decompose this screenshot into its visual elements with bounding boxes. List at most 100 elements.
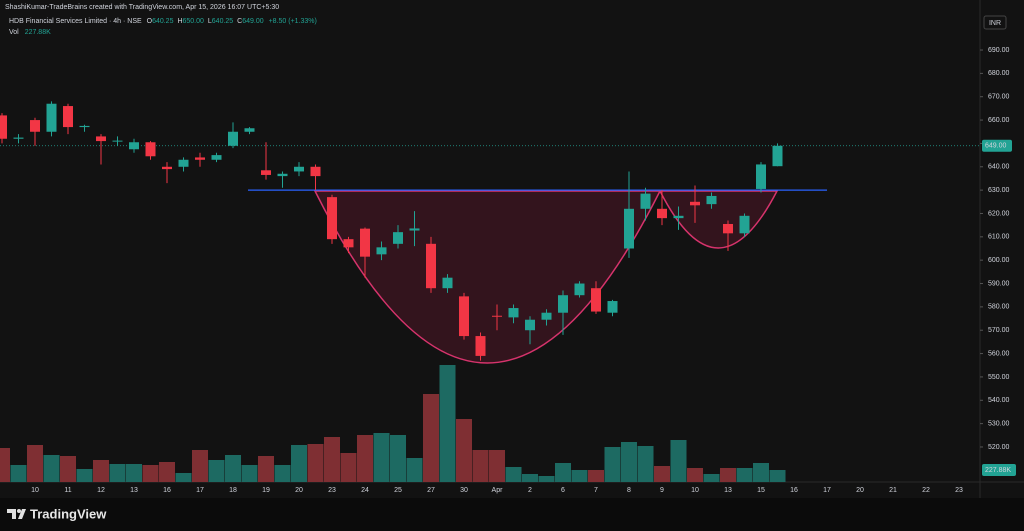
x-tick-label: 24 xyxy=(361,487,369,494)
volume-bar xyxy=(93,460,109,482)
price-tag-bg xyxy=(982,139,1012,152)
candle-body xyxy=(706,195,717,205)
candle-body xyxy=(574,283,585,296)
volume-bar xyxy=(472,450,489,482)
candle-body xyxy=(475,336,486,356)
y-tick-label: 520.00 xyxy=(988,444,1010,451)
y-tick-label: 530.00 xyxy=(988,420,1010,427)
x-tick-label: 16 xyxy=(163,487,171,494)
candle-body xyxy=(195,157,205,160)
ohlc-key: O xyxy=(147,18,153,25)
volume-bar xyxy=(456,419,472,482)
y-tick-label: 560.00 xyxy=(988,350,1010,357)
candle-body xyxy=(690,201,700,206)
volume-bar xyxy=(621,442,637,482)
y-tick-label: 550.00 xyxy=(988,374,1010,381)
candle-body xyxy=(46,103,57,132)
candle-body xyxy=(343,239,354,248)
volume-bar xyxy=(439,365,456,482)
volume-bar xyxy=(489,450,505,482)
candle-body xyxy=(96,136,106,142)
volume-bar xyxy=(505,467,522,482)
volume-bar xyxy=(571,470,588,482)
x-tick-label: 8 xyxy=(627,487,631,494)
candle-body xyxy=(0,115,7,139)
candle-body xyxy=(162,166,172,170)
x-tick-label: 9 xyxy=(660,487,664,494)
candle-body xyxy=(558,295,568,313)
symbol: HDB Financial Services Limited · 4h · NS… xyxy=(9,18,142,25)
x-tick-label: 11 xyxy=(64,487,71,494)
ohlc-value: 640.25 xyxy=(212,18,234,25)
logo-dot xyxy=(17,509,21,513)
x-tick-label: 16 xyxy=(790,487,798,494)
volume-bar xyxy=(654,466,670,482)
y-tick-label: 680.00 xyxy=(988,70,1010,77)
volume-bar xyxy=(357,435,373,482)
candle-body xyxy=(492,315,502,317)
volume-bar xyxy=(208,460,225,482)
x-tick-label: 10 xyxy=(31,487,39,494)
vol-key: Vol xyxy=(9,29,19,36)
volume-layer xyxy=(0,365,786,482)
candle-body xyxy=(145,142,156,157)
x-tick-label: 21 xyxy=(889,487,897,494)
candle-body xyxy=(13,137,24,139)
y-tick-label: 660.00 xyxy=(988,117,1010,124)
y-tick-label: 590.00 xyxy=(988,280,1010,287)
x-tick-label: 17 xyxy=(196,487,204,494)
volume-bar xyxy=(258,456,274,482)
volume-bar xyxy=(769,470,786,482)
y-tick-label: 620.00 xyxy=(988,210,1010,217)
ohlc-value: 650.00 xyxy=(183,18,205,25)
x-tick-label: 2 xyxy=(528,487,532,494)
volume-bar xyxy=(753,463,769,482)
candle-body xyxy=(508,308,519,318)
credit: ShashiKumar-TradeBrains created with Tra… xyxy=(5,4,279,11)
candle-body xyxy=(607,301,618,313)
y-tick-label: 630.00 xyxy=(988,187,1010,194)
volume-bar xyxy=(241,465,258,482)
x-tick-label: 23 xyxy=(955,487,963,494)
volume-bar xyxy=(670,440,687,482)
ohlc-key: L xyxy=(208,18,212,25)
volume-bar xyxy=(406,458,423,482)
currency-box[interactable] xyxy=(983,15,1007,30)
x-tick-label: 7 xyxy=(594,487,598,494)
candle-body xyxy=(277,173,288,177)
candle-body xyxy=(327,197,337,240)
brand: TradingView xyxy=(30,506,107,521)
x-tick-label: 12 xyxy=(97,487,105,494)
x-tick-label: 19 xyxy=(262,487,270,494)
candle-body xyxy=(30,120,40,132)
x-tick-label: 13 xyxy=(724,487,732,494)
footer xyxy=(0,498,1024,531)
logo-slash xyxy=(18,509,26,519)
volume-bar xyxy=(637,446,654,482)
volume-legend: Vol 227.88K xyxy=(9,29,51,36)
volume-bar xyxy=(555,463,571,482)
candle-body xyxy=(541,312,552,320)
price-tag: 649.00 xyxy=(985,143,1007,150)
candle-body xyxy=(178,159,189,167)
volume-bar xyxy=(126,464,142,482)
logo-mark xyxy=(7,509,16,519)
x-tick-label: 17 xyxy=(823,487,831,494)
volume-bar xyxy=(60,456,76,482)
x-tick-label: Apr xyxy=(492,487,504,494)
candle-body xyxy=(525,319,535,331)
x-tick-label: 6 xyxy=(561,487,565,494)
candle-body xyxy=(79,125,90,128)
line-layer xyxy=(0,145,980,191)
x-tick-label: 23 xyxy=(328,487,336,494)
candle-body xyxy=(228,131,238,146)
x-tick-label: 25 xyxy=(394,487,402,494)
volume-tag-bg xyxy=(982,464,1016,477)
y-tick-label: 670.00 xyxy=(988,94,1010,101)
volume-bar xyxy=(390,435,406,482)
volume-bar xyxy=(274,465,291,482)
currency[interactable]: INR xyxy=(989,20,1001,27)
brand-logo xyxy=(7,509,26,519)
y-tick-label: 580.00 xyxy=(988,304,1010,311)
